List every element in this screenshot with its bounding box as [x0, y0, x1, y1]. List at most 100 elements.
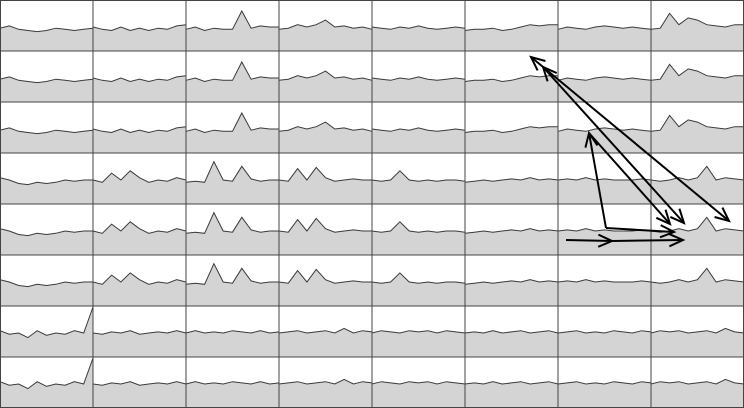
arrow-shaft-1: [542, 66, 685, 224]
waveform-trace-r1-c4: [371, 76, 466, 81]
waveform-trace-r5-c4: [371, 272, 466, 284]
arrow-head-start-0: [529, 55, 546, 71]
waveform-trace-r5-c3: [278, 268, 372, 284]
waveform-fill-r0-c7: [651, 13, 744, 52]
waveform-fill-r4-c5: [465, 228, 558, 255]
waveform-trace-r6-c7: [650, 327, 744, 334]
waveform-fill-r7-c2: [186, 381, 279, 408]
waveform-trace-r7-c1: [92, 381, 187, 386]
arrow-shaft-3: [588, 132, 607, 229]
waveform-trace-r4-c4: [371, 221, 466, 233]
waveform-trace-r2-c3: [278, 121, 373, 132]
waveform-fill-r6-c6: [558, 330, 651, 357]
waveform-trace-r1-c7: [650, 63, 744, 81]
waveform-fill-r0-c6: [558, 25, 651, 51]
waveform-fill-r2-c5: [465, 126, 558, 153]
waveform-trace-r0-c0: [0, 25, 94, 33]
waveform-trace-r2-c2: [185, 111, 279, 134]
waveform-fill-r6-c0: [0, 307, 93, 357]
waveform-trace-r0-c4: [371, 25, 466, 30]
waveform-fill-r5-c2: [186, 263, 279, 306]
waveform-trace-r6-c2: [185, 330, 280, 334]
waveform-fill-r3-c5: [465, 177, 558, 204]
waveform-fill-r7-c6: [558, 381, 651, 408]
waveform-fill-r0-c0: [0, 25, 93, 51]
waveform-trace-r3-c3: [278, 166, 372, 182]
waveform-fill-r5-c6: [558, 279, 651, 306]
waveform-fill-r5-c1: [93, 272, 186, 306]
waveform-trace-r7-c3: [278, 378, 373, 385]
arrow-head-end-4: [659, 224, 677, 239]
waveform-trace-r3-c5: [464, 177, 559, 183]
waveform-trace-r3-c0: [0, 177, 93, 186]
waveform-trace-r1-c1: [92, 75, 187, 83]
waveform-fill-r6-c3: [279, 328, 372, 357]
waveform-fill-r2-c6: [558, 127, 651, 153]
arrow-shaft-2: [588, 132, 671, 225]
waveform-fill-r5-c3: [279, 269, 372, 306]
waveform-fill-r1-c7: [651, 64, 744, 102]
waveform-trace-r0-c2: [185, 9, 279, 32]
waveform-trace-r0-c5: [464, 24, 558, 32]
waveform-fill-r7-c7: [651, 379, 744, 408]
waveform-fill-r1-c0: [0, 76, 93, 102]
waveform-trace-r7-c4: [371, 381, 466, 385]
waveform-fill-r6-c1: [93, 330, 186, 357]
waveform-trace-r0-c6: [557, 25, 652, 30]
waveform-fill-r0-c4: [372, 25, 465, 51]
waveform-trace-r7-c0: [0, 357, 94, 390]
waveform-trace-r3-c1: [92, 170, 187, 183]
waveform-fill-r1-c4: [372, 76, 465, 102]
waveform-trace-r6-c5: [464, 330, 559, 334]
waveform-fill-r4-c6: [558, 228, 651, 255]
waveform-fill-r1-c5: [465, 75, 558, 102]
waveform-trace-r4-c0: [0, 228, 93, 237]
arrow-head-end-0: [714, 207, 731, 223]
waveform-fill-r2-c2: [186, 113, 279, 153]
waveform-fill-r4-c7: [651, 217, 744, 255]
waveform-fill-r1-c1: [93, 75, 186, 102]
arrow-head-end-6: [668, 233, 686, 248]
waveform-fill-r3-c1: [93, 170, 186, 204]
waveform-fill-r6-c4: [372, 330, 465, 357]
waveform-trace-r5-c5: [464, 279, 559, 285]
arrow-head-start-3: [584, 130, 599, 148]
waveform-trace-r2-c5: [464, 126, 558, 134]
waveform-trace-r1-c0: [0, 76, 94, 84]
waveform-trace-r7-c5: [464, 381, 559, 385]
waveform-fill-r2-c1: [93, 126, 186, 153]
waveform-trace-r3-c2: [185, 160, 279, 183]
waveform-fill-r0-c3: [279, 20, 372, 51]
waveform-fill-r7-c0: [0, 358, 93, 408]
waveform-trace-r4-c3: [278, 217, 372, 233]
waveform-fill-r3-c4: [372, 170, 465, 204]
waveform-trace-r5-c6: [557, 279, 652, 283]
waveform-fill-r4-c4: [372, 221, 465, 255]
waveform-fill-r0-c2: [186, 11, 279, 51]
waveform-fill-r6-c5: [465, 330, 558, 357]
waveform-fill-r0-c1: [93, 24, 186, 51]
waveform-trace-r6-c3: [278, 327, 373, 334]
waveform-fill-r5-c5: [465, 279, 558, 306]
arrow-head-end-1: [669, 208, 686, 225]
waveform-trace-r6-c6: [557, 330, 652, 334]
waveform-trace-r3-c6: [557, 177, 652, 181]
waveform-trace-r1-c5: [464, 75, 558, 83]
waveform-fill-r1-c6: [558, 76, 651, 102]
waveform-trace-r5-c7: [650, 267, 744, 284]
waveform-fill-r7-c4: [372, 381, 465, 408]
waveform-fill-r3-c2: [186, 161, 279, 204]
waveform-fill-r7-c3: [279, 379, 372, 408]
waveform-fill-r7-c1: [93, 381, 186, 408]
waveform-trace-r2-c4: [371, 127, 466, 132]
waveform-fill-r4-c1: [93, 221, 186, 255]
arrow-shaft-4: [605, 227, 675, 233]
arrow-shaft-0: [530, 56, 730, 222]
waveform-trace-r1-c2: [185, 60, 279, 83]
waveform-fill-r3-c7: [651, 166, 744, 204]
waveform-fill-r2-c3: [279, 122, 372, 153]
waveform-trace-r1-c6: [557, 76, 652, 81]
waveform-fill-r1-c3: [279, 71, 372, 102]
